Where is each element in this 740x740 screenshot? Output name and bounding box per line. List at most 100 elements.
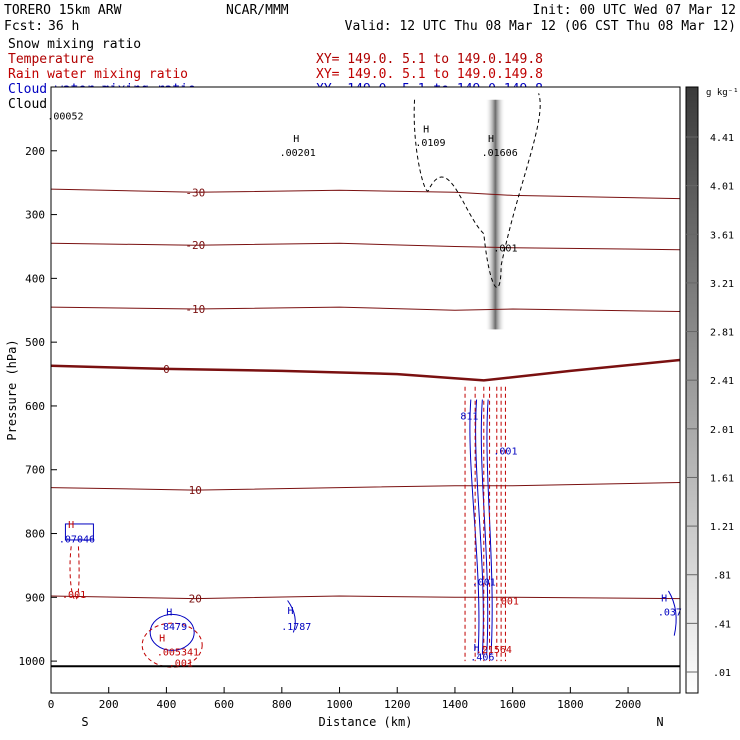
x-tick-label: 1800 [557, 698, 584, 711]
contour-annotation: H [474, 643, 480, 654]
rain-water-contour [69, 546, 80, 601]
contour-annotation: .001 [472, 577, 496, 588]
contour-annotation: H [661, 593, 667, 604]
isotherm-0 [50, 358, 681, 382]
isotherm-label: 10 [189, 484, 202, 497]
plot-area [51, 87, 680, 693]
contour-annotation: H [68, 520, 74, 531]
north-label: N [656, 715, 663, 729]
isotherm-label: -10 [185, 303, 205, 316]
y-tick-label: 800 [25, 528, 45, 541]
contour-annotation: .001 [493, 244, 517, 255]
contour-annotation: H [159, 634, 165, 645]
contour-annotation: .00052 [47, 112, 83, 123]
contour-annotation: .001 [169, 658, 193, 669]
forecast-label: Fcst: [4, 19, 43, 34]
colorbar-label: 4.01 [710, 182, 734, 193]
x-tick-label: 1000 [326, 698, 353, 711]
cloud-ice-contour [413, 93, 541, 288]
field-name: Temperature [8, 52, 94, 67]
x-tick-label: 200 [99, 698, 119, 711]
isotherm-label: 20 [189, 593, 202, 606]
y-tick-label: 400 [25, 272, 45, 285]
isotherm-10 [50, 482, 681, 491]
colorbar-unit: g kg⁻¹ [706, 88, 739, 98]
init-time: Init: 00 UTC Wed 07 Mar 12 [533, 3, 737, 18]
isotherm--10 [50, 306, 681, 312]
center-title: NCAR/MMM [226, 3, 289, 18]
cloud-water-contour [480, 399, 489, 655]
south-label: S [81, 715, 88, 729]
x-tick-label: 1400 [442, 698, 469, 711]
y-tick-label: 600 [25, 400, 45, 413]
contour-annotation: H [287, 606, 293, 617]
x-tick-label: 800 [272, 698, 292, 711]
colorbar-label: 3.61 [710, 230, 734, 241]
contour-annotation: .0109 [415, 138, 445, 149]
cloud-water-contour [149, 613, 195, 651]
y-tick-label: 500 [25, 336, 45, 349]
contour-annotation: 8479 [163, 622, 187, 633]
isotherm-label: 0 [163, 363, 170, 376]
contour-annotation: .07046 [59, 535, 95, 546]
contour-annotation: .001 [493, 447, 517, 458]
contour-annotation: .1787 [281, 622, 311, 633]
colorbar-label: 2.41 [710, 376, 734, 387]
y-tick-label: 1000 [19, 655, 46, 668]
field-xy: XY= 149.0. 5.1 to 149.0.149.8 [316, 52, 543, 67]
contour-annotation: .001 [62, 590, 86, 601]
contour-annotation: .01606 [482, 148, 518, 159]
plot-content: -30 -20 -10 0 10 20 H .00201 H .0109 H .01606 .00052… [47, 93, 682, 669]
colorbar-label: .81 [713, 571, 731, 582]
contour-annotation: H [423, 124, 429, 135]
field-xy: XY= 149.0. 5.1 to 149.0.149.8 [316, 67, 543, 82]
colorbar-label: 1.61 [710, 473, 734, 484]
isotherm-label: -30 [185, 186, 205, 199]
cloud-water-contour [287, 600, 296, 633]
x-tick-label: 400 [156, 698, 176, 711]
contour-annotation: .005341 [157, 648, 199, 659]
forecast-value: 36 h [48, 19, 79, 34]
model-title: TORERO 15km ARW [4, 3, 122, 18]
contour-annotation: .406 [470, 653, 494, 664]
colorbar-label: .01 [713, 668, 731, 679]
valid-time: Valid: 12 UTC Thu 08 Mar 12 (06 CST Thu … [345, 19, 736, 34]
y-tick-label: 200 [25, 145, 45, 158]
contour-annotation: 811 [460, 412, 478, 423]
colorbar-label: 4.41 [710, 133, 734, 144]
colorbar: g kg⁻¹ 4.41 4.01 3.61 3.21 2.81 2.41 2.01 1.61 1.… [685, 86, 739, 694]
isotherm--30 [50, 188, 681, 200]
cloud-water-contour [64, 523, 94, 541]
y-tick-label: 700 [25, 464, 45, 477]
y-tick-label: 300 [25, 209, 45, 222]
contour-annotation: .00201 [280, 148, 316, 159]
field-name: Rain water mixing ratio [8, 67, 188, 82]
rain-water-contour [141, 622, 203, 668]
x-axis-label: Distance (km) [319, 715, 413, 729]
colorbar-label: 2.01 [710, 425, 734, 436]
x-tick-label: 1200 [384, 698, 411, 711]
y-tick-label: 900 [25, 591, 45, 604]
x-tick-label: 0 [48, 698, 55, 711]
isotherm-20 [50, 595, 681, 600]
isotherm--20 [50, 242, 681, 251]
cloud-water-contour [668, 590, 677, 636]
x-tick-label: 600 [214, 698, 234, 711]
axes: 0 200 400 600 800 1000 1200 1400 1600 1800 2000200… [5, 145, 664, 729]
contour-annotation: H [166, 607, 172, 618]
x-tick-label: 2000 [615, 698, 642, 711]
colorbar-label: 2.81 [710, 328, 734, 339]
isotherm-label: -20 [185, 239, 205, 252]
cloud-water-contour [469, 399, 480, 655]
plot-frame [50, 86, 681, 694]
colorbar-label: .41 [713, 619, 731, 630]
contour-annotation: .001 [495, 597, 519, 608]
contour-annotation: H [293, 134, 299, 145]
contour-annotation: H [488, 134, 494, 145]
y-axis-label: Pressure (hPa) [5, 339, 19, 440]
colorbar-label: 3.21 [710, 279, 734, 290]
colorbar-gradient [685, 86, 699, 694]
x-tick-label: 1600 [499, 698, 526, 711]
contour-annotation: .21564 [476, 645, 512, 656]
